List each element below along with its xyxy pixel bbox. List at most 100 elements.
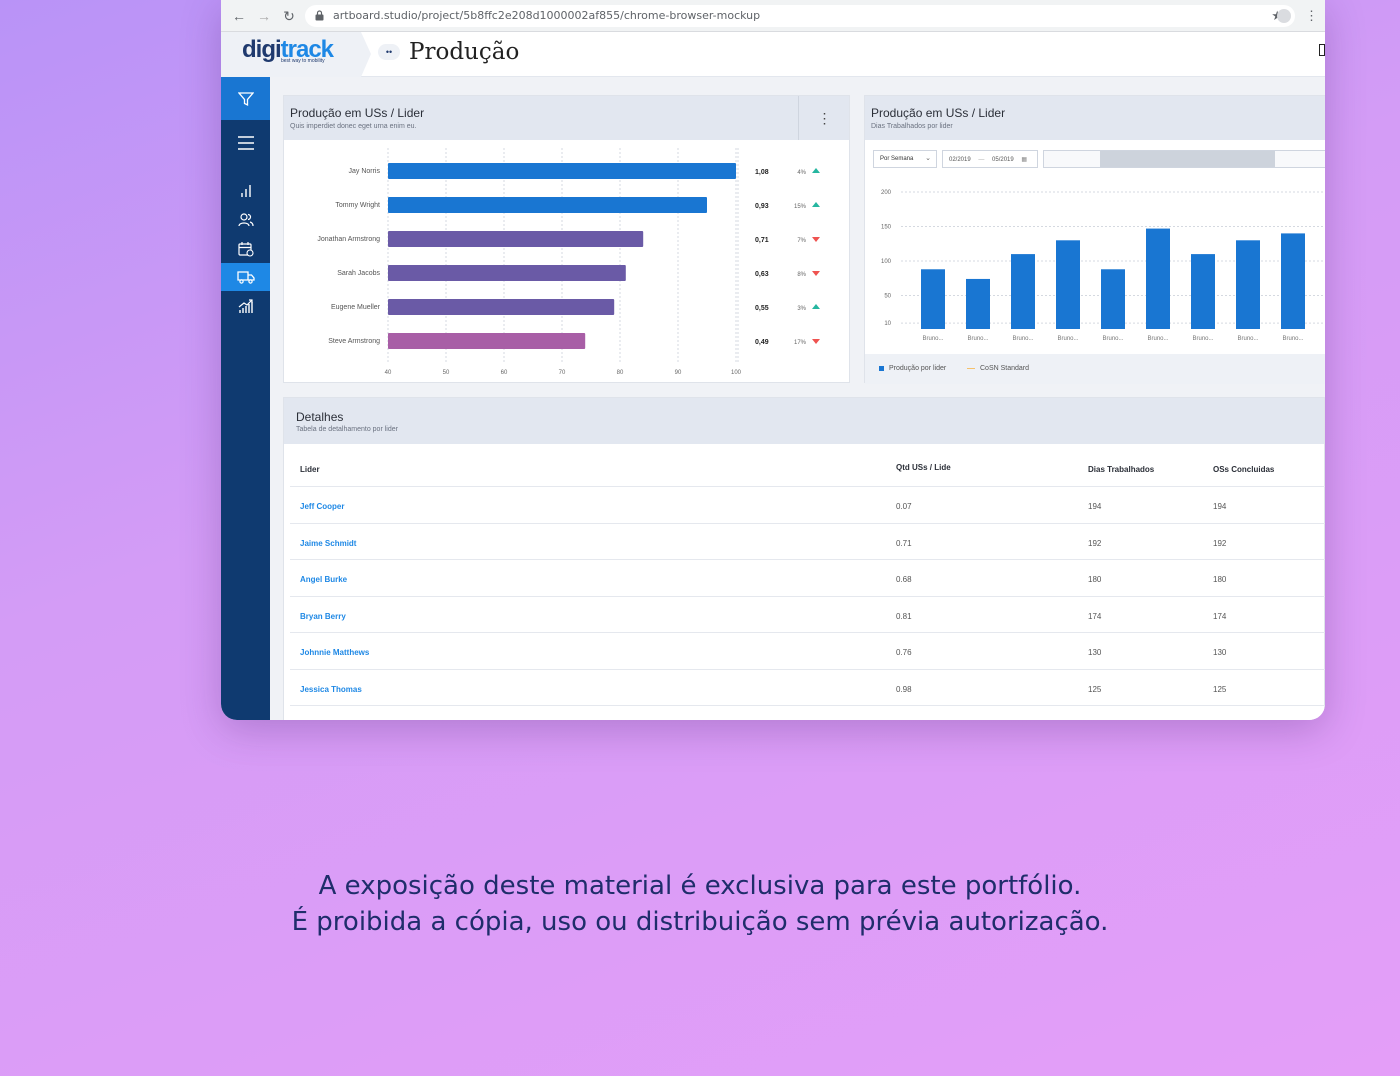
value-label: 0,63 (755, 271, 769, 278)
x-tick-label: 70 (559, 370, 566, 376)
os-cell: 174 (1213, 611, 1227, 621)
back-icon[interactable]: ← (232, 8, 246, 24)
column-bar (966, 278, 990, 329)
period-select-value: Por Semana (880, 156, 914, 162)
legend-label: CoSN Standard (980, 365, 1030, 372)
forward-icon[interactable]: → (257, 8, 271, 24)
table-row: Johnnie Matthews 0.76 130 130 (290, 633, 1325, 670)
column-bar (1191, 254, 1215, 329)
value-label: 0,49 (755, 339, 769, 346)
table-row: Jaime Schmidt 0.71 192 192 (290, 524, 1325, 560)
change-label: 15% (794, 204, 807, 210)
reload-icon[interactable]: ↻ (283, 8, 295, 24)
dias-cell: 194 (1088, 502, 1102, 511)
days-worked-card: Produção em USs / Lider Dias Trabalhados… (864, 95, 1325, 384)
trend-down-icon (812, 237, 820, 242)
dias-cell: 192 (1088, 538, 1102, 548)
dashboard-content: Produção em USs / Lider Quis imperdiet d… (270, 77, 1325, 720)
qtd-cell: 0.98 (896, 684, 912, 694)
logo-track: track (280, 36, 334, 63)
days-column-chart: 10 50 100 150 200 Bruno... Bruno... Bruno... Bru… (881, 190, 1325, 342)
column-bar (1011, 254, 1035, 329)
leader-bar-chart: 40 50 60 70 80 90 100 Jay Norris 1,08 4% Tommy Wri… (317, 148, 820, 376)
app-header: digitrack best way to mobility •• Produç… (221, 32, 1325, 77)
x-tick-label: Bruno... (1057, 336, 1078, 342)
category-label: Jay Norris (348, 168, 380, 175)
table-row: Bryan Berry 0.81 174 174 (290, 597, 1325, 633)
qtd-cell: 0.68 (896, 575, 912, 584)
lock-icon (315, 10, 324, 21)
logo-tagline: best way to mobility (281, 58, 325, 64)
qtd-cell: 0.76 (896, 648, 912, 657)
value-label: 0,93 (755, 203, 769, 210)
leader-link[interactable]: Jeff Cooper (300, 502, 345, 511)
card-header: Detalhes Tabela de detalhamento por lide… (284, 398, 1324, 444)
filter-icon[interactable] (221, 85, 270, 113)
more-options-icon[interactable]: ⋮ (798, 96, 850, 140)
address-bar[interactable]: artboard.studio/project/5b8ffc2e208d1000… (305, 5, 1295, 27)
date-range-picker[interactable]: 02/2019 — 05/2019 ▦ (942, 150, 1038, 168)
x-tick-label: 100 (731, 370, 742, 376)
bar (388, 231, 644, 247)
category-label: Sarah Jacobs (337, 270, 380, 277)
chevron-down-icon: ⌄ (925, 155, 931, 162)
trend-down-icon (812, 339, 820, 344)
logo[interactable]: digitrack best way to mobility (221, 32, 371, 77)
range-selection-handle[interactable] (1100, 151, 1275, 167)
trend-up-icon (812, 304, 820, 309)
leader-link[interactable]: Bryan Berry (300, 611, 346, 621)
dias-cell: 130 (1088, 648, 1102, 657)
x-tick-label: Bruno... (967, 336, 988, 342)
table-row: Jeff Cooper 0.07 194 194 (290, 487, 1325, 524)
copyright-notice: A exposição deste material é exclusiva p… (0, 868, 1400, 940)
profile-avatar-icon[interactable] (1277, 9, 1291, 23)
value-label: 1,08 (755, 169, 769, 176)
x-tick-label: 40 (385, 370, 392, 376)
leader-link[interactable]: Jessica Thomas (300, 684, 362, 694)
growth-chart-icon[interactable] (221, 292, 270, 320)
period-select[interactable]: Por Semana ⌄ (873, 150, 937, 168)
calendar-icon[interactable] (221, 235, 270, 263)
range-slider[interactable] (1043, 150, 1325, 168)
y-tick-label: 50 (884, 294, 891, 300)
menu-icon[interactable] (221, 129, 270, 157)
browser-menu-icon[interactable]: ⋮ (1305, 8, 1318, 23)
x-tick-label: Bruno... (1237, 336, 1258, 342)
bar (388, 265, 626, 281)
os-cell: 130 (1213, 648, 1227, 657)
y-tick-label: 10 (884, 321, 891, 327)
x-tick-label: 50 (443, 370, 450, 376)
os-cell: 180 (1213, 575, 1227, 584)
truck-icon[interactable] (221, 263, 270, 291)
details-table: Lider Qtd USs / Lide Dias Trabalhados OS… (290, 444, 1325, 706)
notice-line-2: É proibida a cópia, uso ou distribuição … (291, 907, 1109, 937)
x-tick-label: 60 (501, 370, 508, 376)
x-tick-label: Bruno... (922, 336, 943, 342)
leader-link[interactable]: Johnnie Matthews (300, 648, 370, 657)
qtd-cell: 0.71 (896, 538, 912, 548)
legend-item: CoSN Standard (967, 365, 1029, 372)
header-action-icon[interactable] (1319, 44, 1325, 56)
column-header-dias[interactable]: Dias Trabalhados (1088, 465, 1155, 474)
column-header-lider[interactable]: Lider (300, 465, 320, 474)
column-header-qtd[interactable]: Qtd USs / Lide (896, 463, 951, 472)
bar (388, 333, 586, 349)
x-tick-label: 90 (675, 370, 682, 376)
x-tick-label: Bruno... (1012, 336, 1033, 342)
column-bar (1281, 233, 1305, 329)
users-icon[interactable] (221, 206, 270, 234)
y-tick-label: 200 (881, 190, 892, 196)
table-row: Jessica Thomas 0.98 125 125 (290, 670, 1325, 706)
column-header-os[interactable]: OSs Concluidas (1213, 465, 1275, 474)
column-bar (1056, 240, 1080, 329)
leader-link[interactable]: Angel Burke (300, 575, 348, 584)
url-text: artboard.studio/project/5b8ffc2e208d1000… (333, 9, 761, 22)
leader-link[interactable]: Jaime Schmidt (300, 538, 357, 548)
dias-cell: 125 (1088, 684, 1102, 694)
bar-chart-icon[interactable] (221, 177, 270, 205)
x-tick-label: Bruno... (1147, 336, 1168, 342)
card-subtitle: Dias Trabalhados por lider (871, 123, 953, 130)
page-title: Produção (409, 39, 520, 65)
change-label: 4% (797, 170, 806, 176)
production-icon: •• (378, 44, 400, 60)
